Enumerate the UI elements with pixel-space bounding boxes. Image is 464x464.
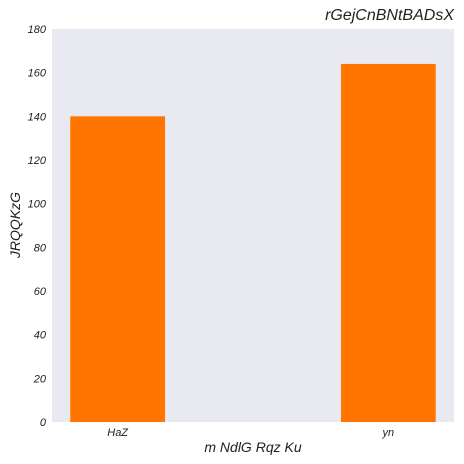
y-tick-label: 0 <box>40 417 47 429</box>
y-tick-labels: 0 20 40 60 80 100 120 140 160 180 <box>28 24 47 429</box>
bars-layer <box>70 63 436 423</box>
y-axis-label: JRQQKzG <box>7 192 23 259</box>
y-tick-label: 40 <box>34 330 47 342</box>
y-tick-label: 80 <box>34 242 47 254</box>
y-tick-label: 20 <box>33 373 47 385</box>
chart-title: rGejCnBNtBADsX <box>325 7 455 24</box>
y-tick-label: 140 <box>28 111 47 123</box>
bar-HaZ <box>70 116 166 422</box>
y-tick-label: 120 <box>28 155 47 167</box>
x-tick-labels: HaZ yn <box>107 427 394 439</box>
y-tick-label: 100 <box>28 199 47 211</box>
x-axis-label: m NdlG Rqz Ku <box>204 439 301 455</box>
y-tick-label: 180 <box>28 24 47 36</box>
x-tick-label: HaZ <box>107 427 129 439</box>
bar-yn <box>340 63 436 423</box>
y-tick-label: 160 <box>28 68 47 80</box>
y-tick-label: 60 <box>34 286 47 298</box>
x-tick-label: yn <box>382 427 395 439</box>
